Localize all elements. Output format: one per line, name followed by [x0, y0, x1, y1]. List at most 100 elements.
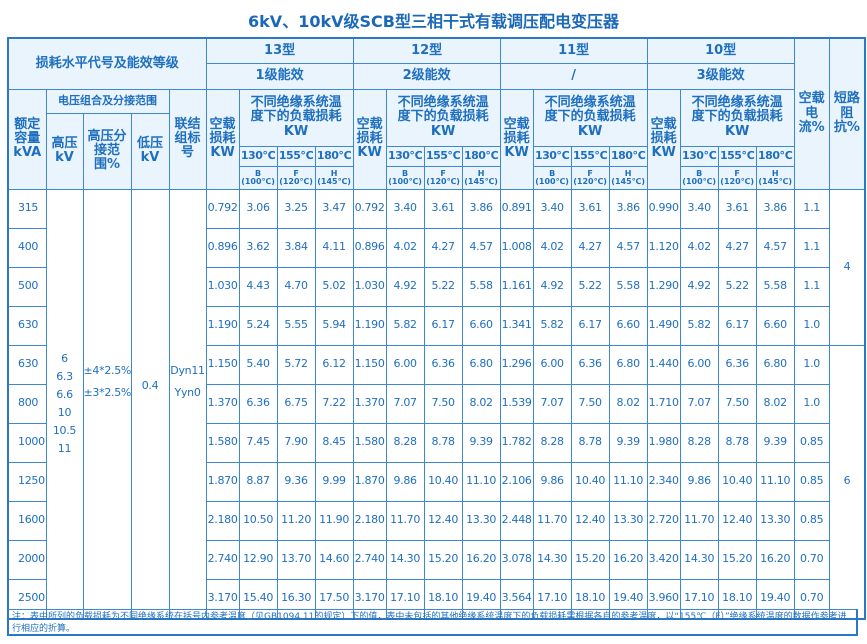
loss-cell: 3.62 [238, 227, 278, 268]
capacity-cell: 1600 [7, 500, 47, 541]
loss-cell: 6.12 [314, 344, 354, 385]
class-letter: H [771, 169, 779, 179]
loss-cell: 15.20 [717, 539, 757, 580]
loss-cell: 14.30 [385, 539, 425, 580]
loss-cell: 5.58 [461, 266, 501, 307]
loss-cell: 13.70 [276, 539, 316, 580]
loss-cell: 13.30 [755, 500, 795, 541]
class-letter: B [696, 169, 703, 179]
loss-cell: 1.782 [499, 422, 534, 463]
loss-cell: 8.02 [608, 383, 648, 424]
loss-cell: 9.99 [314, 461, 354, 502]
class-letter: B [255, 169, 262, 179]
class-letter: B [549, 169, 556, 179]
table-row: 500 1.030 4.43 4.70 5.02 1.030 4.92 5.22 5.58 1.1… [7, 266, 865, 307]
loss-cell: 5.58 [755, 266, 795, 307]
loss-cell: 1.580 [352, 422, 387, 463]
table-row: 1250 1.870 8.87 9.36 9.99 1.870 9.86 10.40 11.10… [7, 461, 865, 502]
loss-cell: 1.030 [205, 266, 240, 307]
loss-cell: 7.50 [423, 383, 463, 424]
class-header: F (120℃) [423, 165, 463, 190]
loss-cell: 1.539 [499, 383, 534, 424]
class-temp: (100℃) [682, 176, 716, 186]
lv-header: 低压kV [130, 112, 170, 190]
loss-cell: 14.30 [679, 539, 719, 580]
loss-level-header: 损耗水平代号及能效等级 [7, 37, 207, 90]
class-temp: (120℃) [573, 176, 607, 186]
no-load-loss-header: 空载损耗KW [205, 88, 240, 190]
capacity-cell: 2000 [7, 539, 47, 580]
capacity-cell: 315 [7, 188, 47, 229]
loss-cell: 5.82 [532, 305, 572, 346]
temp-header: 155℃ [276, 145, 316, 167]
loss-cell: 16.20 [461, 539, 501, 580]
loss-cell: 7.07 [679, 383, 719, 424]
loss-cell: 4.57 [608, 227, 648, 268]
loss-cell: 3.61 [717, 188, 757, 229]
loss-cell: 3.61 [570, 188, 610, 229]
loss-cell: 2.180 [352, 500, 387, 541]
loss-cell: 6.60 [755, 305, 795, 346]
loss-cell: 0.990 [646, 188, 681, 229]
loss-cell: 6.60 [608, 305, 648, 346]
loss-cell: 6.36 [238, 383, 278, 424]
loss-cell: 3.420 [646, 539, 681, 580]
no-load-current-cell: 1.1 [793, 188, 830, 229]
loss-cell: 7.45 [238, 422, 278, 463]
loss-cell: 8.45 [314, 422, 354, 463]
loss-cell: 9.39 [755, 422, 795, 463]
class-header: H (145℃) [608, 165, 648, 190]
class-temp: (120℃) [720, 176, 754, 186]
loss-cell: 6.80 [755, 344, 795, 385]
class-temp: (145℃) [464, 176, 498, 186]
loss-cell: 6.17 [423, 305, 463, 346]
loss-cell: 6.36 [717, 344, 757, 385]
loss-cell: 7.22 [314, 383, 354, 424]
loss-cell: 2.720 [646, 500, 681, 541]
loss-cell: 6.80 [608, 344, 648, 385]
loss-cell: 5.22 [570, 266, 610, 307]
class-letter: F [734, 169, 740, 179]
loss-cell: 6.00 [385, 344, 425, 385]
class-header: B (100℃) [385, 165, 425, 190]
temp-header: 180℃ [608, 145, 648, 167]
loss-cell: 6.80 [461, 344, 501, 385]
table-row: 1600 2.180 10.50 11.20 11.90 2.180 11.70 12.40 1… [7, 500, 865, 541]
loss-cell: 5.94 [314, 305, 354, 346]
loss-cell: 2.740 [352, 539, 387, 580]
loss-cell: 1.370 [352, 383, 387, 424]
loss-cell: 1.980 [646, 422, 681, 463]
loss-cell: 11.10 [461, 461, 501, 502]
class-letter: H [624, 169, 632, 179]
loss-cell: 4.27 [570, 227, 610, 268]
hv-values: 6 6.3 6.6 10 10.5 11 [45, 188, 84, 619]
loss-cell: 11.70 [385, 500, 425, 541]
loss-cell: 3.06 [238, 188, 278, 229]
class-header: F (120℃) [570, 165, 610, 190]
loss-cell: 4.92 [385, 266, 425, 307]
loss-cell: 4.27 [423, 227, 463, 268]
loss-cell: 0.792 [205, 188, 240, 229]
loss-cell: 6.17 [570, 305, 610, 346]
loss-cell: 1.341 [499, 305, 534, 346]
class-header: B (100℃) [532, 165, 572, 190]
capacity-cell: 400 [7, 227, 47, 268]
class-header: B (100℃) [238, 165, 278, 190]
no-load-current-cell: 0.70 [793, 578, 830, 619]
loss-cell: 15.20 [570, 539, 610, 580]
loss-cell: 19.40 [755, 578, 795, 619]
loss-cell: 6.75 [276, 383, 316, 424]
temp-header: 180℃ [461, 145, 501, 167]
loss-cell: 7.50 [717, 383, 757, 424]
loss-cell: 1.150 [352, 344, 387, 385]
loss-cell: 3.40 [679, 188, 719, 229]
loss-cell: 12.40 [423, 500, 463, 541]
loss-cell: 16.20 [608, 539, 648, 580]
loss-cell: 2.448 [499, 500, 534, 541]
loss-cell: 4.57 [755, 227, 795, 268]
rated-capacity-header: 额定容量kVA [7, 88, 47, 190]
loss-cell: 3.86 [755, 188, 795, 229]
loss-cell: 7.50 [570, 383, 610, 424]
grade-header: / [499, 62, 648, 90]
table-row: 2500 3.170 15.40 16.30 17.50 3.170 17.10 18.10 1… [7, 578, 865, 619]
